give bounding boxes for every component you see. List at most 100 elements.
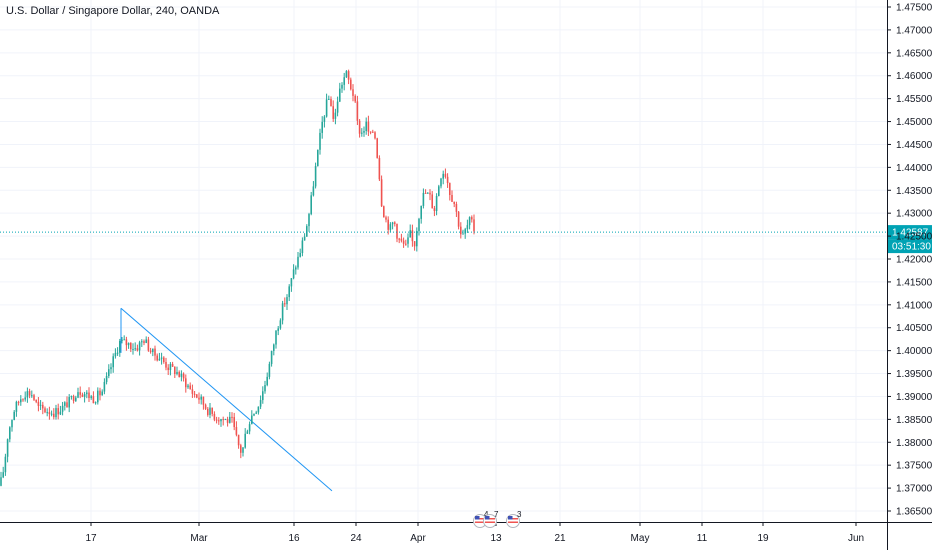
candle-body: [321, 121, 323, 133]
candle-body: [48, 412, 51, 415]
time-tick-label: 11: [697, 533, 708, 544]
candle-body: [405, 243, 407, 245]
candle-body: [167, 367, 169, 371]
candle-body: [94, 402, 97, 404]
candle-body: [92, 396, 95, 404]
time-tick-label: 16: [288, 533, 300, 544]
price-tick-label: 1.39500: [896, 369, 932, 380]
time-axis[interactable]: 17 Mar 16 24 Apr 13 21 May 11 19 Jun: [0, 522, 932, 544]
candle-body: [218, 420, 220, 422]
price-tick-label: 1.40000: [896, 346, 932, 357]
candle-body: [189, 385, 191, 390]
candle-body: [226, 419, 229, 423]
candle-body: [288, 286, 290, 298]
candle-body: [185, 378, 187, 388]
candle-body: [35, 399, 37, 402]
candle-body: [127, 343, 130, 346]
candle-body: [39, 404, 42, 406]
candle-body: [361, 132, 363, 134]
candle-body: [277, 328, 279, 331]
candle-body: [246, 431, 249, 434]
candle-body: [319, 132, 321, 150]
candle-body: [391, 222, 394, 225]
us-flag-event-badge-2[interactable]: 7: [483, 510, 500, 528]
candle-body: [407, 237, 409, 244]
price-tick-label: 1.42000: [896, 255, 932, 266]
candle-body: [471, 217, 473, 220]
candle-body: [134, 348, 136, 350]
price-axis[interactable]: 1.36500 1.37000 1.37500 1.38000 1.38500 1.390…: [887, 0, 932, 550]
candle-body: [257, 406, 260, 413]
candle-body: [308, 214, 310, 227]
event-count: 3: [517, 510, 522, 519]
candle-body: [453, 201, 455, 204]
candlestick-series: [0, 69, 475, 487]
candle-body: [290, 278, 293, 287]
candle-body: [147, 339, 150, 351]
candle-body: [354, 95, 356, 102]
candle-body: [105, 375, 108, 382]
candle-body: [367, 121, 370, 132]
candle-body: [328, 98, 330, 100]
candle-body: [297, 256, 299, 268]
candle-body: [209, 407, 211, 415]
candle-body: [464, 229, 466, 234]
candle-body: [312, 186, 315, 196]
price-tick-label: 1.41500: [896, 277, 932, 288]
time-tick-label: 13: [490, 533, 502, 544]
candle-body: [398, 238, 400, 240]
us-flag-event-badge-1[interactable]: 4: [473, 510, 490, 528]
candle-body: [438, 186, 440, 196]
candle-body: [235, 427, 238, 435]
us-flag-event-badge-3[interactable]: 3: [506, 510, 523, 528]
candle-body: [332, 106, 334, 119]
candle-body: [46, 412, 48, 414]
candle-body: [112, 356, 114, 368]
candle-body: [116, 352, 119, 354]
candle-body: [352, 89, 354, 96]
price-tick-label: 1.43500: [896, 186, 932, 197]
candle-body: [196, 394, 198, 398]
candle-body: [330, 98, 332, 107]
candle-body: [444, 173, 447, 177]
candle-body: [207, 408, 209, 415]
flag-canton: [475, 516, 480, 520]
candle-body: [70, 396, 73, 398]
candle-body: [374, 132, 376, 139]
price-tick-label: 1.38500: [896, 415, 932, 426]
candle-body: [114, 352, 117, 357]
time-tick-label: 21: [554, 533, 566, 544]
candle-body: [387, 219, 389, 230]
candle-body: [411, 230, 414, 242]
candle-body: [66, 402, 68, 408]
candle-body: [242, 447, 244, 453]
candle-body: [363, 130, 365, 133]
price-tick-label: 1.44000: [896, 163, 932, 174]
event-count: 4: [484, 510, 489, 519]
candle-body: [449, 183, 451, 196]
candle-body: [427, 192, 429, 194]
price-tag-label: 1.42587: [892, 228, 929, 239]
price-tick-label: 1.45000: [896, 117, 932, 128]
price-tick-label: 1.47500: [896, 3, 932, 14]
flag-stripe: [508, 518, 518, 520]
candle-body: [420, 205, 422, 219]
candle-body: [248, 424, 251, 432]
candle-body: [275, 330, 277, 345]
candle-body: [400, 238, 403, 241]
candle-body: [345, 71, 348, 78]
candle-body: [369, 131, 372, 133]
price-tick-label: 1.44500: [896, 140, 932, 151]
candle-body: [17, 401, 20, 403]
candle-body: [75, 397, 77, 401]
candle-body: [431, 194, 433, 209]
candle-body: [266, 376, 268, 386]
candle-body: [165, 361, 167, 368]
candle-body: [323, 116, 326, 122]
candle-body: [53, 413, 55, 418]
candle-body: [424, 192, 427, 194]
candle-body: [11, 420, 13, 428]
candle-body: [435, 195, 438, 212]
